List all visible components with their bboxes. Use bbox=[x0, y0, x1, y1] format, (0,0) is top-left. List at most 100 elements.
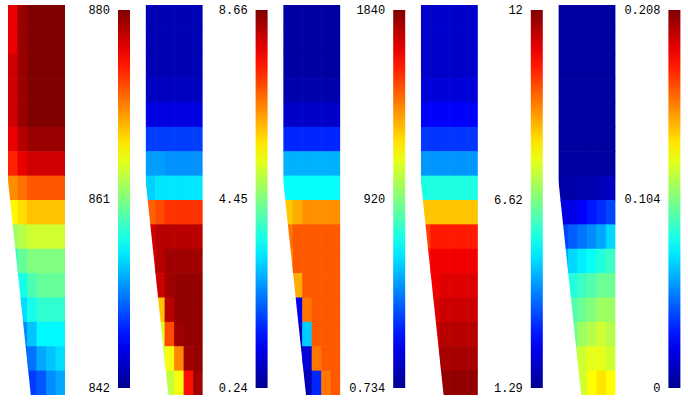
cell bbox=[606, 371, 616, 396]
cell bbox=[312, 151, 322, 176]
tick: 8.66 bbox=[219, 4, 256, 18]
cell bbox=[331, 322, 341, 347]
cell bbox=[440, 371, 450, 396]
cell bbox=[468, 78, 478, 103]
cell bbox=[568, 273, 578, 298]
cell bbox=[468, 273, 478, 298]
cell bbox=[174, 127, 184, 152]
cell bbox=[174, 29, 184, 54]
cell bbox=[165, 127, 175, 152]
cell bbox=[165, 54, 175, 79]
cell bbox=[165, 176, 175, 201]
panel: 0.244.458.66 bbox=[146, 4, 268, 396]
cell bbox=[193, 224, 203, 249]
cell bbox=[577, 200, 587, 225]
cell bbox=[331, 298, 341, 323]
cell bbox=[46, 127, 56, 152]
cell bbox=[459, 5, 469, 30]
cell bbox=[302, 176, 312, 201]
cell bbox=[430, 249, 440, 274]
cell bbox=[193, 127, 203, 152]
cell bbox=[184, 127, 194, 152]
cell bbox=[37, 5, 47, 30]
cell bbox=[449, 224, 459, 249]
colorbar-axis: 0.244.458.66 bbox=[219, 4, 256, 396]
cell bbox=[430, 298, 440, 323]
cell bbox=[331, 249, 341, 274]
cell bbox=[193, 103, 203, 128]
cell bbox=[312, 371, 322, 396]
cell bbox=[587, 371, 597, 396]
cell bbox=[331, 176, 341, 201]
cell bbox=[56, 127, 66, 152]
cell bbox=[8, 103, 18, 128]
cell bbox=[8, 5, 18, 30]
cell bbox=[440, 298, 450, 323]
cell bbox=[321, 127, 331, 152]
cell bbox=[468, 249, 478, 274]
cell bbox=[459, 151, 469, 176]
cell bbox=[27, 103, 37, 128]
tick: 861 bbox=[88, 193, 118, 207]
cell bbox=[184, 151, 194, 176]
cell bbox=[293, 151, 303, 176]
cell bbox=[459, 249, 469, 274]
cell bbox=[174, 176, 184, 201]
cell bbox=[468, 29, 478, 54]
cell bbox=[421, 54, 431, 79]
cell bbox=[18, 176, 28, 201]
cell bbox=[165, 322, 175, 347]
panel: 842861880 bbox=[8, 4, 130, 396]
cell bbox=[606, 273, 616, 298]
cell bbox=[46, 200, 56, 225]
cell bbox=[56, 176, 66, 201]
tick-label: 0 bbox=[653, 382, 660, 396]
cell bbox=[27, 127, 37, 152]
cell bbox=[331, 5, 341, 30]
cell bbox=[430, 54, 440, 79]
cell bbox=[468, 346, 478, 371]
cell bbox=[174, 5, 184, 30]
cell bbox=[321, 5, 331, 30]
cell bbox=[312, 78, 322, 103]
cell bbox=[155, 249, 165, 274]
cell bbox=[146, 176, 156, 201]
cell bbox=[421, 5, 431, 30]
cell bbox=[421, 151, 431, 176]
cell bbox=[184, 322, 194, 347]
cell bbox=[577, 273, 587, 298]
cell bbox=[302, 29, 312, 54]
cell bbox=[577, 54, 587, 79]
cell bbox=[312, 322, 322, 347]
cell bbox=[302, 298, 312, 323]
cell bbox=[193, 176, 203, 201]
cell bbox=[165, 371, 175, 396]
cell bbox=[293, 127, 303, 152]
cell bbox=[430, 200, 440, 225]
cell bbox=[568, 29, 578, 54]
cell bbox=[37, 54, 47, 79]
cell bbox=[174, 249, 184, 274]
cell bbox=[174, 151, 184, 176]
cell bbox=[46, 371, 56, 396]
cell bbox=[193, 371, 203, 396]
cell bbox=[56, 5, 66, 30]
cell bbox=[321, 29, 331, 54]
cell bbox=[46, 5, 56, 30]
cell bbox=[56, 29, 66, 54]
tick-label: 4.45 bbox=[219, 193, 248, 207]
cell bbox=[18, 127, 28, 152]
tick-label: 880 bbox=[88, 4, 110, 18]
cell bbox=[596, 78, 606, 103]
cell bbox=[606, 249, 616, 274]
cell bbox=[312, 29, 322, 54]
cell bbox=[184, 273, 194, 298]
cell bbox=[312, 200, 322, 225]
cell bbox=[459, 54, 469, 79]
colorbar-axis-line bbox=[256, 11, 257, 389]
cell bbox=[568, 103, 578, 128]
tick: 6.62 bbox=[494, 194, 531, 208]
cell bbox=[155, 298, 165, 323]
cell bbox=[8, 151, 18, 176]
tick-label: 861 bbox=[88, 193, 110, 207]
